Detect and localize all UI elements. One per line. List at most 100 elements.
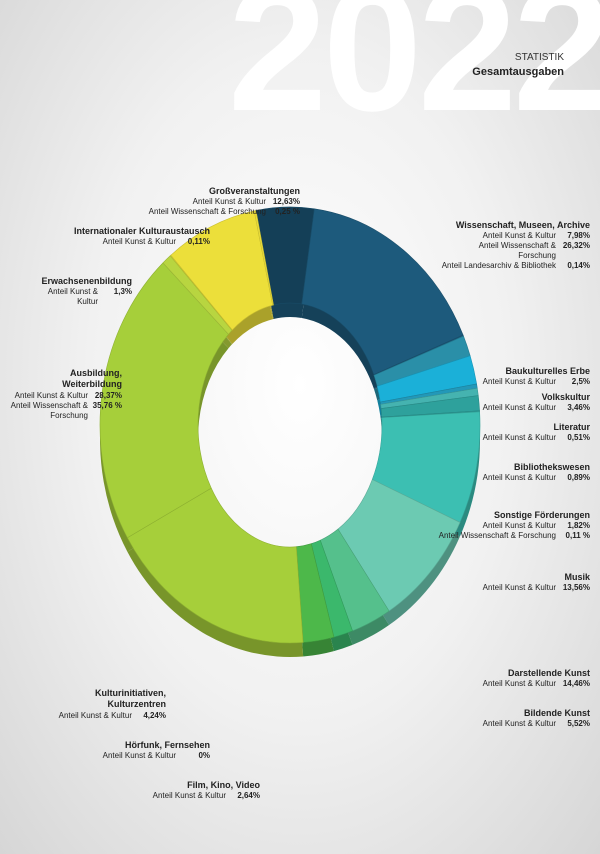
segment-label: Baukulturelles Erbe Anteil Kunst & Kultur…: [470, 366, 590, 387]
share-label: Anteil Kunst & Kultur: [482, 719, 556, 729]
segment-label: Literatur Anteil Kunst & Kultur 0,51%: [470, 422, 590, 443]
share-label: Anteil Kunst & Kultur: [482, 403, 556, 413]
share-value: 3,46%: [567, 403, 590, 413]
share-value: 28,37%: [94, 390, 122, 400]
segment-name: Volkskultur: [541, 392, 590, 402]
segment-name: Bildende Kunst: [523, 708, 590, 718]
share-row: Anteil Wissenschaft & Forschung 0,11 %: [430, 531, 590, 541]
segment-label: Darstellende Kunst Anteil Kunst & Kultur 1…: [440, 668, 590, 689]
kicker: STATISTIK: [514, 52, 564, 63]
segment-name: Film, Kino, Video: [187, 780, 260, 790]
share-value: 13,56%: [562, 583, 590, 593]
share-value: 2,64%: [237, 791, 260, 801]
share-value: 0,11%: [187, 237, 210, 247]
share-value: 26,32%: [562, 241, 590, 251]
segment: [301, 208, 464, 376]
share-row: Anteil Kunst & Kultur 5,52%: [470, 719, 590, 729]
segment-name: Musik: [564, 572, 590, 582]
share-row: Anteil Kunst & Kultur 0%: [80, 751, 210, 761]
share-row: Anteil Wissenschaft & Forschung 26,32%: [440, 241, 590, 261]
share-label: Anteil Kunst & Kultur: [102, 237, 176, 247]
segment-name: Hörfunk, Fernsehen: [124, 740, 210, 750]
segment-name: Erwachsenenbildung: [41, 276, 132, 286]
donut-top: [99, 206, 481, 644]
share-label: Anteil Kunst & Kultur: [47, 287, 98, 307]
share-label: Anteil Kunst & Kultur: [58, 710, 132, 720]
share-row: Anteil Kunst & Kultur 2,5%: [470, 377, 590, 387]
share-value: 0,11 %: [565, 531, 590, 541]
share-row: Anteil Kunst & Kultur 28,37%: [8, 391, 122, 401]
share-label: Anteil Landesarchiv & Bibliothek: [441, 261, 556, 271]
share-row: Anteil Kunst & Kultur 0,89%: [470, 473, 590, 483]
share-label: Anteil Kunst & Kultur: [482, 433, 556, 443]
share-value: 1,3%: [113, 287, 132, 297]
share-label: Anteil Kunst & Kultur: [482, 679, 556, 689]
share-label: Anteil Kunst & Kultur: [14, 390, 88, 400]
segment-label: Kulturinitiativen, Kulturzentren Anteil K…: [40, 688, 166, 721]
share-value: 2,5%: [571, 377, 590, 387]
share-row: Anteil Kunst & Kultur 4,24%: [40, 711, 166, 721]
segment-name: Sonstige Förderungen: [493, 510, 590, 520]
share-label: Anteil Kunst & Kultur: [192, 197, 266, 207]
segment-label: Bildende Kunst Anteil Kunst & Kultur 5,52%: [470, 708, 590, 729]
segment-name: Literatur: [553, 422, 590, 432]
share-value: 12,63%: [272, 197, 300, 207]
share-label: Anteil Kunst & Kultur: [482, 521, 556, 531]
share-label: Anteil Wissenschaft & Forschung: [10, 400, 88, 420]
segment: [253, 210, 274, 306]
segment-label: Bibliothekswesen Anteil Kunst & Kultur 0,8…: [470, 462, 590, 483]
segment-name: Internationaler Kulturaustausch: [73, 226, 210, 236]
share-label: Anteil Kunst & Kultur: [102, 751, 176, 761]
segment-name: Wissenschaft, Museen, Archive: [455, 220, 590, 230]
share-label: Anteil Wissenschaft & Forschung: [478, 241, 556, 261]
share-value: 14,46%: [562, 679, 590, 689]
year-title: 2022: [228, 0, 600, 148]
segment-label: Erwachsenenbildung Anteil Kunst & Kultur 1…: [30, 276, 132, 307]
share-row: Anteil Wissenschaft & Forschung 35,76 %: [8, 401, 122, 421]
segment-name: Großveranstaltungen: [208, 186, 300, 196]
share-label: Anteil Kunst & Kultur: [482, 377, 556, 387]
share-row: Anteil Landesarchiv & Bibliothek 0,14%: [440, 261, 590, 271]
share-label: Anteil Wissenschaft & Forschung: [148, 207, 266, 217]
share-row: Anteil Kunst & Kultur 3,46%: [470, 403, 590, 413]
share-value: 5,52%: [567, 719, 590, 729]
share-row: Anteil Kunst & Kultur 2,64%: [130, 791, 260, 801]
share-value: 4,24%: [143, 710, 166, 720]
share-row: Anteil Kunst & Kultur 7,98%: [440, 231, 590, 241]
share-value: 35,76 %: [92, 400, 122, 410]
share-row: Anteil Kunst & Kultur 0,51%: [470, 433, 590, 443]
segment-name: Ausbildung, Weiterbildung: [62, 368, 122, 390]
segment-label: Volkskultur Anteil Kunst & Kultur 3,46%: [470, 392, 590, 413]
segment-label: Film, Kino, Video Anteil Kunst & Kultur 2,…: [130, 780, 260, 801]
segment-label: Hörfunk, Fernsehen Anteil Kunst & Kultur 0…: [80, 740, 210, 761]
segment-name: Kulturinitiativen, Kulturzentren: [94, 688, 166, 710]
share-label: Anteil Kunst & Kultur: [482, 583, 556, 593]
share-row: Anteil Wissenschaft & Forschung 0,25 %: [140, 207, 300, 217]
segment-label: Sonstige Förderungen Anteil Kunst & Kultu…: [430, 510, 590, 541]
share-row: Anteil Kunst & Kultur 13,56%: [470, 583, 590, 593]
share-value: 1,82%: [567, 521, 590, 531]
share-row: Anteil Kunst & Kultur 0,11%: [70, 237, 210, 247]
share-value: 0%: [198, 751, 210, 761]
segment-name: Bibliothekswesen: [513, 462, 590, 472]
share-row: Anteil Kunst & Kultur 12,63%: [140, 197, 300, 207]
segment-label: Internationaler Kulturaustausch Anteil Ku…: [70, 226, 210, 247]
segment-label: Wissenschaft, Museen, Archive Anteil Kuns…: [440, 220, 590, 271]
share-label: Anteil Kunst & Kultur: [482, 473, 556, 483]
share-value: 0,89%: [567, 473, 590, 483]
share-row: Anteil Kunst & Kultur 14,46%: [440, 679, 590, 689]
share-row: Anteil Kunst & Kultur 1,82%: [430, 521, 590, 531]
share-label: Anteil Kunst & Kultur: [152, 791, 226, 801]
share-value: 0,25 %: [275, 207, 300, 217]
share-value: 7,98%: [567, 231, 590, 241]
segment-label: Ausbildung, Weiterbildung Anteil Kunst & …: [8, 368, 122, 421]
subtitle: Gesamtausgaben: [472, 66, 564, 78]
share-value: 0,51%: [567, 433, 590, 443]
segment: [99, 262, 229, 539]
share-label: Anteil Kunst & Kultur: [482, 231, 556, 241]
share-row: Anteil Kunst & Kultur 1,3%: [30, 287, 132, 307]
segment-label: Musik Anteil Kunst & Kultur 13,56%: [470, 572, 590, 593]
segment: [126, 487, 304, 644]
